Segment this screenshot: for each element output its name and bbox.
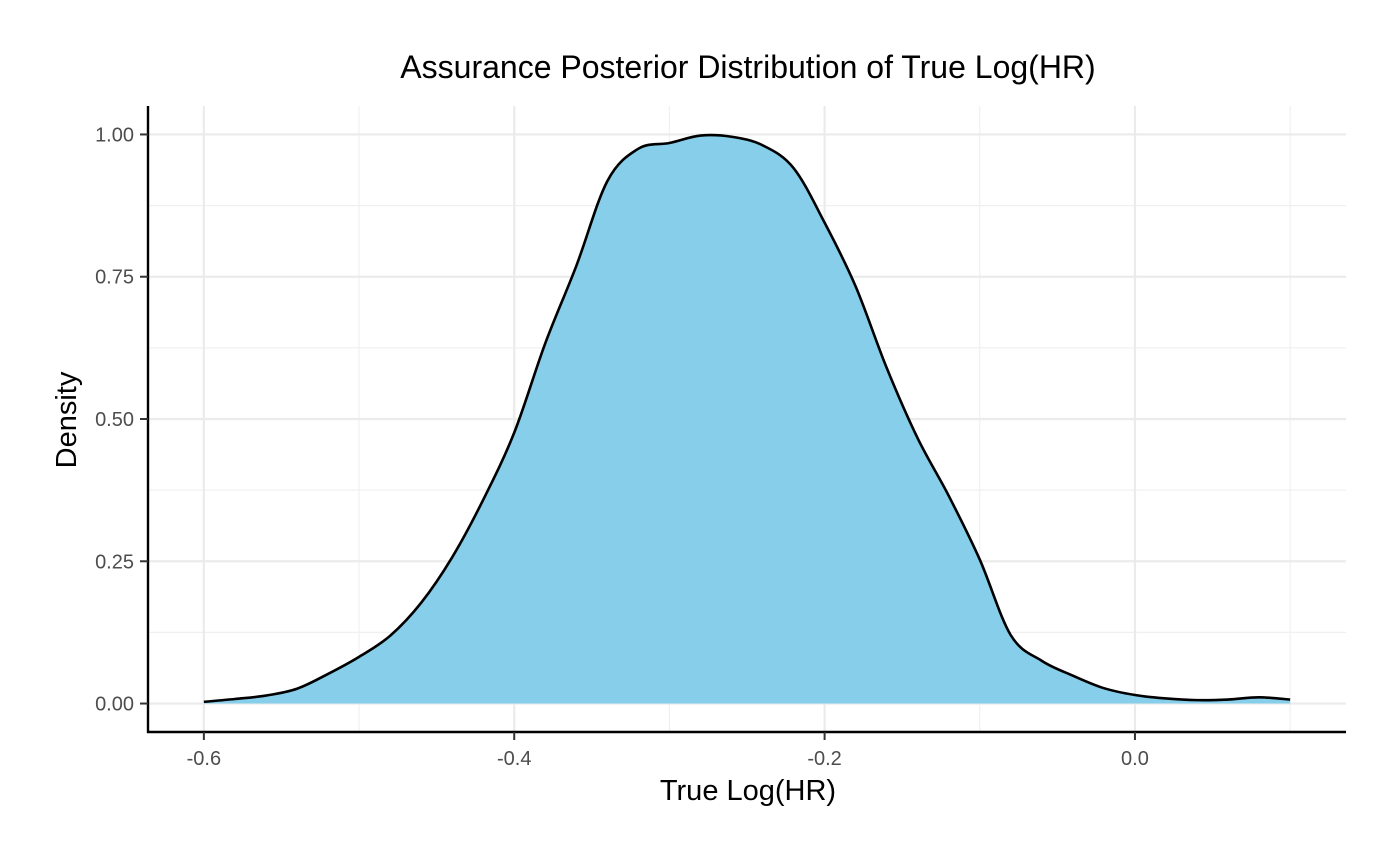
- x-tick-label-2: -0.2: [807, 748, 841, 770]
- y-tick-label-3: 0.75: [95, 267, 134, 289]
- density-line: [203, 133, 1291, 704]
- x-tick-label-1: -0.4: [497, 748, 531, 770]
- y-tick-label-0: 0.00: [95, 694, 134, 716]
- density-area: [203, 135, 1291, 704]
- x-tick-label-3: 0.0: [1121, 748, 1149, 770]
- y-axis-title: Density: [51, 371, 83, 468]
- y-tick-label-4: 1.00: [95, 124, 134, 146]
- data-layer: [203, 133, 1291, 704]
- axis-layer: -0.6 -0.4 -0.2 0.0 0.00 0.25 0.50 0.75 1.00: [95, 106, 1346, 770]
- y-tick-label-1: 0.25: [95, 551, 134, 573]
- chart-title: Assurance Posterior Distribution of True…: [400, 49, 1095, 85]
- x-tick-label-0: -0.6: [187, 748, 221, 770]
- x-axis-title: True Log(HR): [660, 775, 836, 807]
- y-tick-label-2: 0.50: [95, 409, 134, 431]
